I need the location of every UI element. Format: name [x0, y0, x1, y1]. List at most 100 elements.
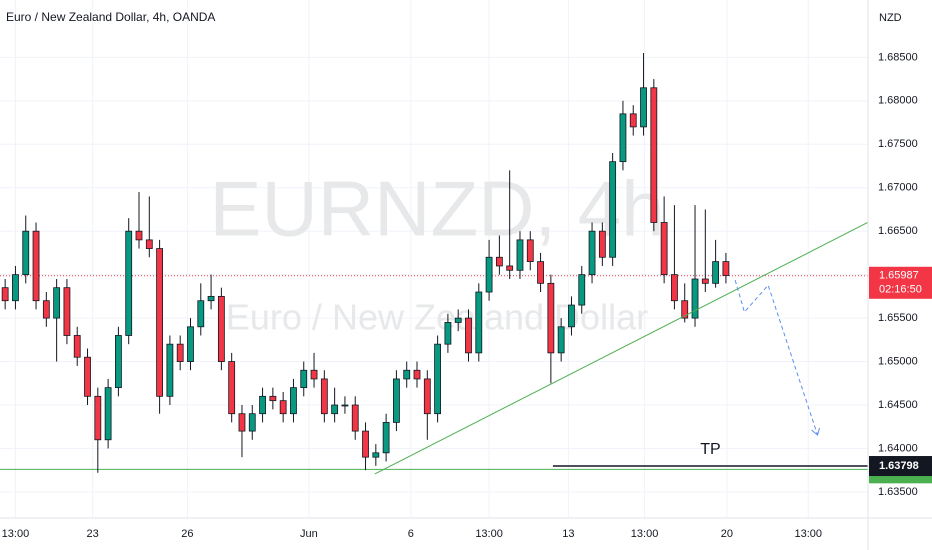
candle-body [320, 378, 328, 415]
candle-body [423, 378, 431, 415]
candle-body [619, 113, 627, 163]
candle-body [403, 369, 411, 380]
candle-body [506, 265, 514, 271]
candle-body [22, 230, 30, 276]
candle-body [537, 261, 544, 284]
candle-body [681, 300, 689, 319]
x-tick-label: 26 [181, 528, 193, 540]
candle-body [413, 369, 421, 380]
candle-body [207, 295, 215, 302]
x-tick-label: 13:00 [631, 528, 659, 540]
candle-body [712, 261, 720, 284]
candle-body [526, 239, 534, 263]
y-tick-label: 1.68000 [878, 95, 918, 107]
y-tick-label: 1.65500 [878, 312, 918, 324]
tp-label: TP [700, 441, 720, 458]
candle-body [248, 413, 256, 432]
currency-label: NZD [879, 12, 902, 24]
countdown-label: 02:16:50 [879, 284, 922, 296]
x-tick-label: 13:00 [795, 528, 823, 540]
x-tick-label: 6 [408, 528, 414, 540]
watermark-name: Euro / New Zealand Dollar [226, 297, 648, 338]
candle-body [1, 287, 9, 302]
y-tick-label: 1.64000 [878, 442, 918, 454]
candle-body [32, 230, 40, 302]
y-tick-label: 1.67000 [878, 182, 918, 194]
candle-body [640, 87, 647, 128]
candle-body [650, 87, 658, 223]
candle-body [310, 369, 318, 380]
y-tick-label: 1.64500 [878, 399, 918, 411]
candle-body [568, 304, 575, 328]
candle-body [588, 230, 596, 276]
y-tick-label: 1.63500 [878, 486, 918, 498]
candle-body [485, 256, 493, 293]
x-tick-label: 13:00 [2, 528, 30, 540]
trendline [374, 221, 868, 475]
tp-price-box [869, 456, 932, 477]
candle-body [42, 300, 50, 319]
candle-body [53, 287, 61, 319]
candle-body [362, 430, 369, 458]
y-tick-label: 1.68500 [878, 51, 918, 63]
x-tick-label: 13 [562, 528, 574, 540]
candle-body [217, 295, 225, 362]
tp-price-label: 1.63798 [879, 460, 919, 472]
candle-body [609, 161, 617, 258]
candle-body [12, 274, 19, 302]
candle-body [104, 387, 112, 441]
projection-arrow [811, 427, 821, 436]
candle-body [660, 222, 668, 276]
chart-title: Euro / New Zealand Dollar, 4h, OANDA [6, 10, 215, 24]
candle-body [187, 326, 194, 362]
candle-body [63, 287, 71, 336]
candle-body [279, 400, 287, 415]
candle-body [331, 404, 339, 415]
y-tick-label: 1.67500 [878, 138, 918, 150]
candle-body [135, 230, 143, 241]
last-price-box [869, 266, 932, 299]
y-tick-label: 1.65000 [878, 355, 918, 367]
candle-body [115, 335, 122, 389]
x-tick-label: 20 [721, 528, 733, 540]
candle-body [701, 278, 709, 284]
candle-body [94, 395, 102, 441]
candle-body [372, 452, 380, 458]
candle-body [351, 404, 359, 432]
candle-body [454, 317, 462, 323]
candle-body [393, 378, 400, 423]
candle-body [516, 239, 524, 271]
candle-body [578, 274, 586, 306]
x-tick-label: 13:00 [475, 528, 503, 540]
candle-body [125, 230, 133, 336]
candle-body [547, 282, 555, 354]
watermark: EURNZD, 4h [209, 165, 664, 253]
candle-body [341, 404, 349, 407]
candle-body [434, 343, 442, 415]
candle-body [722, 261, 730, 276]
x-tick-label: 23 [87, 528, 99, 540]
candle-body [671, 274, 678, 302]
projection-path [734, 279, 819, 436]
candle-body [475, 291, 483, 354]
candle-body [300, 369, 308, 389]
axes: 1.635001.640001.645001.650001.655001.660… [2, 51, 932, 540]
candle-body [84, 356, 91, 397]
grid [0, 0, 868, 518]
candle-body [73, 335, 81, 358]
candle-body [269, 395, 277, 402]
candle-body [444, 322, 452, 345]
y-tick-label: 1.66500 [878, 225, 918, 237]
candle-body [557, 326, 565, 354]
candle-body [166, 343, 174, 397]
candle-body [197, 300, 205, 328]
candle-body [691, 278, 699, 319]
plot-area: TP [0, 53, 868, 475]
candle-body [259, 395, 266, 415]
candle-body [238, 413, 246, 432]
candle-body [228, 361, 236, 415]
x-tick-label: Jun [300, 528, 318, 540]
candle-body [176, 343, 184, 362]
candle-body [156, 248, 163, 397]
